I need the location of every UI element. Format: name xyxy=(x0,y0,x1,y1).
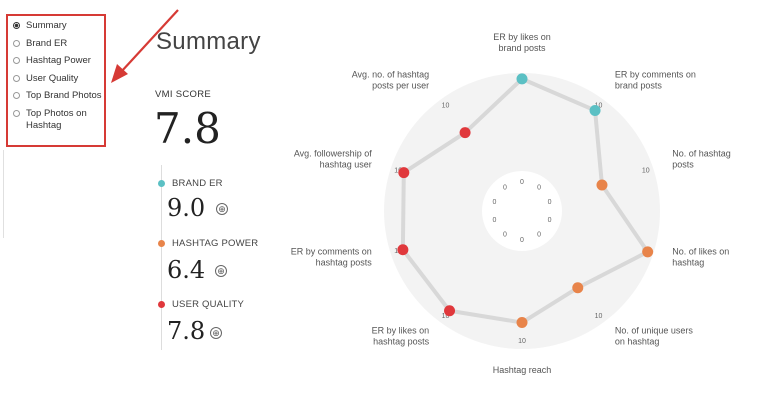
axis-min-tick-label: 0 xyxy=(548,199,552,206)
sidebar-nav: Summary Brand ER Hashtag Power User Qual… xyxy=(6,14,106,147)
brand-er-value: 9.0 xyxy=(167,194,206,222)
nav-item-label: Top Photos on Hashtag xyxy=(26,108,87,132)
axis-label: ER by comments on hashtag posts xyxy=(291,246,373,267)
axis-max-tick-label: 10 xyxy=(595,313,603,320)
nav-item-label: Top Brand Photos xyxy=(26,90,102,101)
radar-point xyxy=(516,73,528,85)
axis-label: ER by likes on brand posts xyxy=(493,32,551,53)
nav-item-label: Summary xyxy=(26,20,67,31)
axis-label: ER by likes on hashtag posts xyxy=(372,325,430,346)
axis-min-tick-label: 0 xyxy=(520,237,524,244)
axis-min-tick-label: 0 xyxy=(548,217,552,224)
radar-point xyxy=(516,317,528,329)
radio-icon xyxy=(13,92,20,99)
axis-max-tick-label: 10 xyxy=(442,313,450,320)
radar-point xyxy=(596,179,608,191)
nav-item-label: User Quality xyxy=(26,72,79,84)
hashtag-power-dot xyxy=(158,240,165,247)
nav-item-label-line2: Hashtag xyxy=(26,119,62,131)
axis-max-tick-label: 10 xyxy=(595,103,603,110)
hashtag-power-value: 6.4 xyxy=(167,256,206,284)
axis-label: ER by comments on brand posts xyxy=(615,70,696,91)
page-title: Summary xyxy=(156,28,261,55)
radar-point xyxy=(572,282,584,294)
radio-icon xyxy=(13,57,20,64)
user-quality-label: USER QUALITY xyxy=(172,299,245,310)
axis-min-tick-label: 0 xyxy=(537,184,541,191)
user-quality-expand-icon[interactable]: ⊕ xyxy=(210,327,222,339)
brand-er-expand-icon[interactable]: ⊕ xyxy=(216,203,228,215)
hashtag-power-expand-icon[interactable]: ⊕ xyxy=(215,265,227,277)
sidebar-divider xyxy=(3,150,4,238)
nav-item-top-photos-on-hashtag[interactable]: Top Photos on Hashtag xyxy=(13,108,104,132)
hashtag-power-label: HASHTAG POWER xyxy=(172,238,259,249)
axis-min-tick-label: 0 xyxy=(520,179,524,186)
radar-point xyxy=(444,305,456,317)
nav-item-hashtag-power[interactable]: Hashtag Power xyxy=(13,55,104,67)
radar-point xyxy=(397,244,409,256)
annotation-arrow-icon xyxy=(111,9,179,83)
axis-min-tick-label: 0 xyxy=(537,231,541,238)
axis-max-tick-label: 10 xyxy=(518,338,526,345)
axis-label: No. of unique users on hashtag xyxy=(615,325,694,346)
axis-max-tick-label: 10 xyxy=(442,103,450,110)
nav-item-label: Brand ER xyxy=(26,37,68,49)
nav-item-top-brand-photos[interactable]: Top Brand Photos xyxy=(13,90,104,102)
axis-min-tick-label: 0 xyxy=(492,217,496,224)
axis-max-tick-label: 10 xyxy=(642,168,650,175)
metric-timeline xyxy=(161,165,162,350)
axis-max-tick-label: 10 xyxy=(394,168,402,175)
radar-point xyxy=(459,127,471,139)
nav-item-brand-er[interactable]: Brand ER xyxy=(13,38,104,50)
nav-item-summary[interactable]: Summary xyxy=(13,20,104,32)
vmi-score-label: VMI SCORE xyxy=(155,89,212,100)
radio-icon xyxy=(13,74,20,82)
nav-item-label-line1: Top Photos on xyxy=(26,107,87,119)
vmi-score-value: 7.8 xyxy=(154,104,221,153)
radar-point xyxy=(398,167,410,179)
nav-item-user-quality[interactable]: User Quality xyxy=(13,73,104,85)
radio-icon xyxy=(13,39,20,47)
brand-er-label: BRAND ER xyxy=(172,178,223,189)
axis-label: No. of hashtag posts xyxy=(672,149,731,170)
user-quality-dot xyxy=(158,301,165,308)
axis-label: No. of likes on hashtag xyxy=(672,246,729,267)
radar-inner-circle xyxy=(482,171,562,251)
radar-point xyxy=(589,104,601,116)
axis-label: Avg. no. of hashtag posts per user xyxy=(352,70,429,91)
axis-label: Hashtag reach xyxy=(493,365,552,375)
axis-min-tick-label: 0 xyxy=(503,184,507,191)
nav-item-label: Hashtag Power xyxy=(26,55,91,66)
radio-icon xyxy=(13,22,20,29)
radio-icon xyxy=(13,109,20,117)
user-quality-value: 7.8 xyxy=(167,317,206,345)
axis-min-tick-label: 0 xyxy=(492,199,496,206)
brand-er-dot xyxy=(158,180,165,187)
axis-min-tick-label: 0 xyxy=(503,231,507,238)
axis-label: Avg. followership of hashtag user xyxy=(294,149,372,170)
radar-point xyxy=(642,246,654,258)
